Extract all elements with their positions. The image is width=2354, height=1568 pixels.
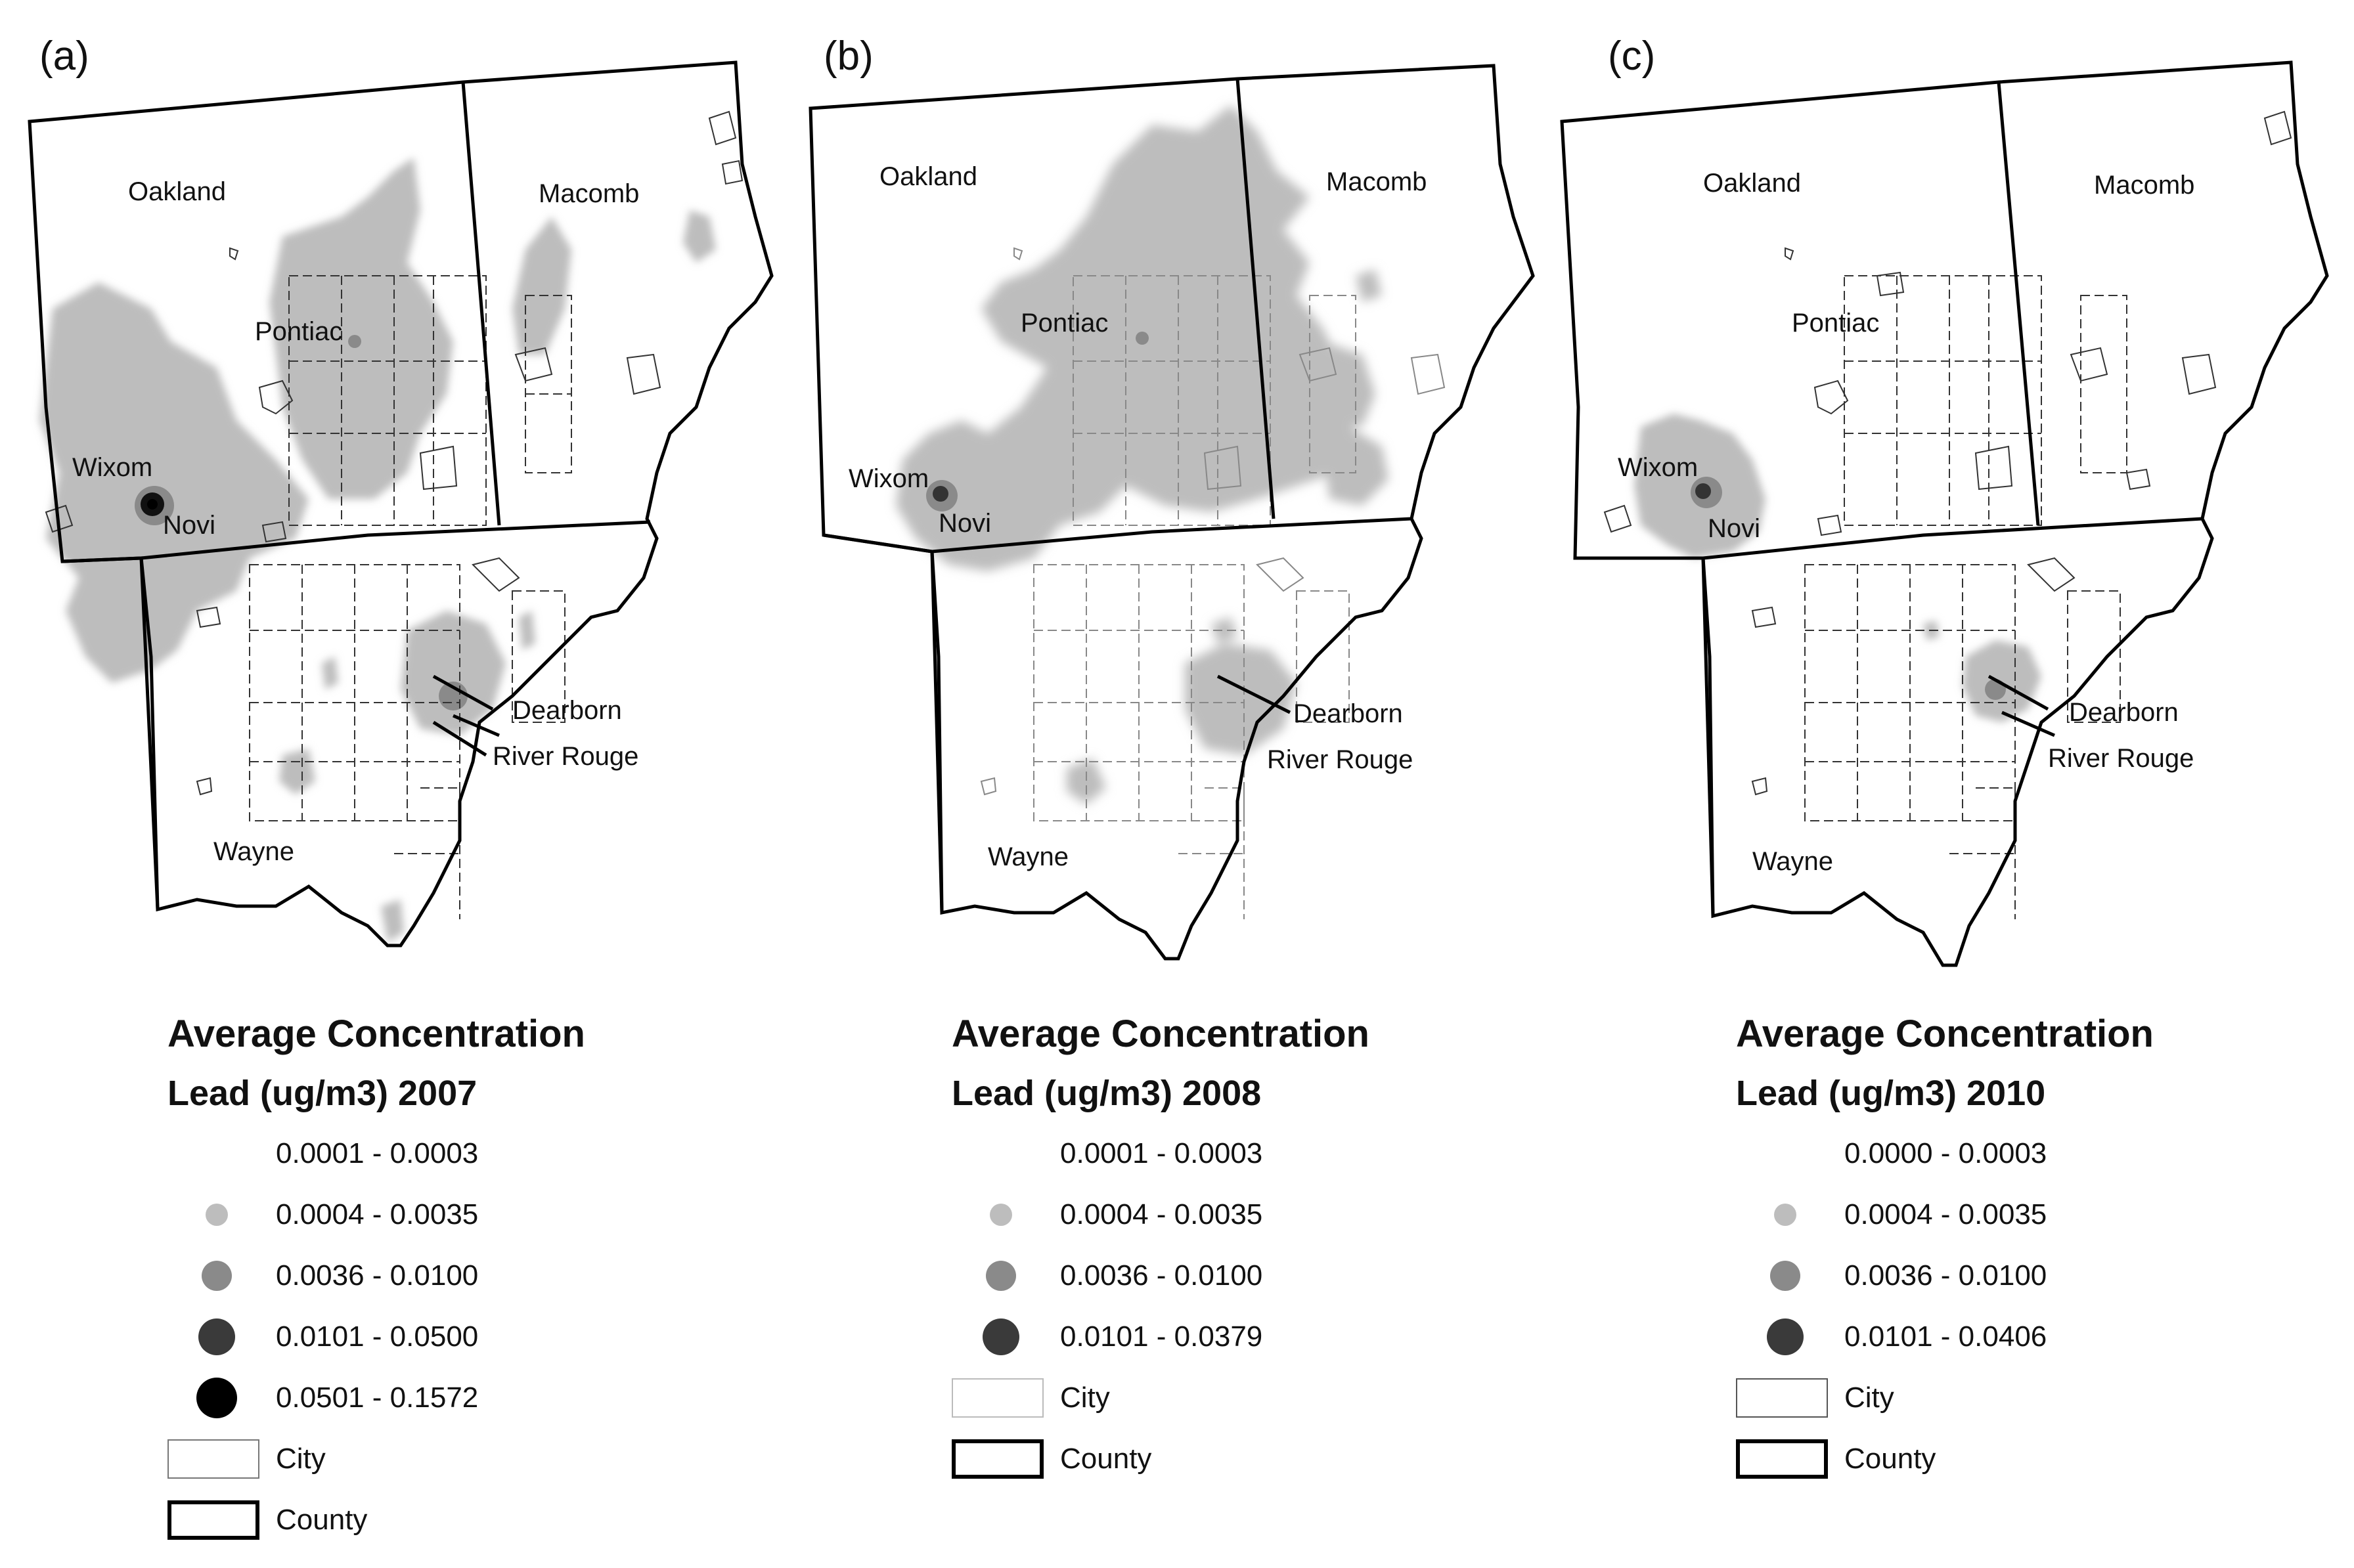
city-label-novi: Novi xyxy=(163,511,215,540)
legend-swatch xyxy=(952,1134,1050,1173)
map-panel-a: (a) xyxy=(0,0,784,1568)
county-label-oakland: Oakland xyxy=(1703,169,1801,198)
city-label-pontiac: Pontiac xyxy=(1792,309,1879,338)
panel-letter: (c) xyxy=(1608,33,1656,79)
legend-title: Average Concentration xyxy=(1736,1013,2154,1055)
legend-class-1: 0.0004 - 0.0035 xyxy=(1736,1184,2327,1245)
city-outlines xyxy=(980,247,1446,796)
legend-class-0: 0.0000 - 0.0003 xyxy=(1736,1123,2327,1184)
legend-title: Average Concentration xyxy=(952,1013,1369,1055)
legend-city: City xyxy=(167,1428,759,1489)
county-label-macomb: Macomb xyxy=(1326,167,1427,196)
legend-class-label: 0.0101 - 0.0379 xyxy=(1060,1320,1263,1353)
city-label-river-rouge: River Rouge xyxy=(493,742,638,771)
county-boundaries xyxy=(1560,60,2329,967)
legend-swatch xyxy=(167,1377,266,1418)
county-map: Oakland Macomb Pontiac Wixom Novi Dearbo… xyxy=(1560,60,2329,967)
legend-city: City xyxy=(952,1367,1543,1428)
county-label-oakland: Oakland xyxy=(879,162,977,191)
panel-letter: (a) xyxy=(39,33,89,79)
county-label-macomb: Macomb xyxy=(539,179,639,208)
city-label-dearborn: Dearborn xyxy=(512,696,622,725)
legend-class-label: 0.0001 - 0.0003 xyxy=(1060,1137,1263,1169)
legend-class-label: 0.0101 - 0.0500 xyxy=(276,1320,479,1353)
map-panel-c: (c) xyxy=(1560,0,2353,1568)
city-label-novi: Novi xyxy=(1708,514,1760,543)
legend-swatch xyxy=(952,1317,1050,1357)
city-label-river-rouge: River Rouge xyxy=(2048,744,2194,773)
concentration-peak xyxy=(1695,483,1711,499)
city-label-dearborn: Dearborn xyxy=(2069,698,2179,727)
legend-county: County xyxy=(167,1489,759,1550)
legend-swatch xyxy=(167,1134,266,1173)
legend-class-label: 0.0036 - 0.0100 xyxy=(1060,1259,1263,1292)
city-label-river-rouge: River Rouge xyxy=(1267,745,1413,774)
county-label-wayne: Wayne xyxy=(988,842,1069,871)
city-label-novi: Novi xyxy=(939,509,991,538)
legend-subtitle: Lead (ug/m3) 2008 xyxy=(952,1074,1262,1113)
legend-subtitle: Lead (ug/m3) 2007 xyxy=(167,1074,477,1113)
legend-swatch xyxy=(167,1195,266,1234)
county-label-macomb: Macomb xyxy=(2094,171,2194,200)
legend-class-2: 0.0036 - 0.0100 xyxy=(1736,1245,2327,1306)
city-label-dearborn: Dearborn xyxy=(1293,699,1403,728)
city-label-wixom: Wixom xyxy=(72,453,152,482)
legend-class-label: 0.0004 - 0.0035 xyxy=(1844,1198,2047,1230)
legend-swatch xyxy=(1736,1134,1834,1173)
city-boundaries xyxy=(249,275,572,919)
county-map: Oakland Macomb Pontiac Wixom Novi Dearbo… xyxy=(28,60,774,947)
legend-class-1: 0.0004 - 0.0035 xyxy=(167,1184,759,1245)
legend-class-label: 0.0000 - 0.0003 xyxy=(1844,1137,2047,1169)
legend-subtitle: Lead (ug/m3) 2010 xyxy=(1736,1074,2046,1113)
city-label-pontiac: Pontiac xyxy=(255,317,342,346)
legend-class-label: 0.0036 - 0.0100 xyxy=(276,1259,479,1292)
county-boundaries xyxy=(809,64,1535,961)
legend-swatch xyxy=(1736,1317,1834,1357)
county-label-wayne: Wayne xyxy=(1752,847,1833,876)
legend-city: City xyxy=(1736,1367,2327,1428)
legend-class-label: 0.0036 - 0.0100 xyxy=(1844,1259,2047,1292)
legend-county: County xyxy=(1736,1428,2327,1489)
legend-class-2: 0.0036 - 0.0100 xyxy=(167,1245,759,1306)
legend-class-1: 0.0004 - 0.0035 xyxy=(952,1184,1543,1245)
legend-class-2: 0.0036 - 0.0100 xyxy=(952,1245,1543,1306)
city-outlines xyxy=(1603,110,2292,796)
concentration-peak xyxy=(933,486,948,502)
county-boundaries xyxy=(28,60,774,947)
county-label-oakland: Oakland xyxy=(128,177,226,206)
legend-class-3: 0.0101 - 0.0500 xyxy=(167,1306,759,1367)
legend-swatch xyxy=(952,1256,1050,1296)
legend: Average Concentration Lead (ug/m3) 2007 … xyxy=(167,1005,759,1550)
legend-class-label: 0.0001 - 0.0003 xyxy=(276,1137,479,1169)
city-label-wixom: Wixom xyxy=(849,464,929,493)
legend-class-label: 0.0004 - 0.0035 xyxy=(276,1198,479,1230)
legend-swatch xyxy=(1736,1195,1834,1234)
legend-swatch xyxy=(167,1256,266,1296)
city-boundaries xyxy=(1804,275,2127,919)
legend-class-0: 0.0001 - 0.0003 xyxy=(952,1123,1543,1184)
legend-swatch xyxy=(167,1317,266,1357)
legend-swatch xyxy=(952,1195,1050,1234)
legend-class-3: 0.0101 - 0.0379 xyxy=(952,1306,1543,1367)
concentration-peak xyxy=(141,492,164,516)
legend-class-label: 0.0101 - 0.0406 xyxy=(1844,1320,2047,1353)
legend-class-0: 0.0001 - 0.0003 xyxy=(167,1123,759,1184)
city-label-pontiac: Pontiac xyxy=(1021,309,1108,338)
legend-class-label: 0.0501 - 0.1572 xyxy=(276,1381,479,1414)
legend-class-3: 0.0101 - 0.0406 xyxy=(1736,1306,2327,1367)
county-map: Oakland Macomb Pontiac Wixom Novi Dearbo… xyxy=(809,64,1535,961)
panel-letter: (b) xyxy=(824,33,874,79)
city-label-wixom: Wixom xyxy=(1618,453,1698,482)
legend-class-label: 0.0004 - 0.0035 xyxy=(1060,1198,1263,1230)
legend-title: Average Concentration xyxy=(167,1013,585,1055)
county-label-wayne: Wayne xyxy=(213,837,294,866)
legend-county: County xyxy=(952,1428,1543,1489)
concentration-plumes xyxy=(39,158,716,942)
legend-class-4: 0.0501 - 0.1572 xyxy=(167,1367,759,1428)
legend: Average Concentration Lead (ug/m3) 2008 … xyxy=(952,1005,1543,1489)
legend: Average Concentration Lead (ug/m3) 2010 … xyxy=(1736,1005,2327,1489)
map-panel-b: (b) xyxy=(784,0,1568,1568)
city-outlines xyxy=(45,110,744,796)
legend-swatch xyxy=(1736,1256,1834,1296)
